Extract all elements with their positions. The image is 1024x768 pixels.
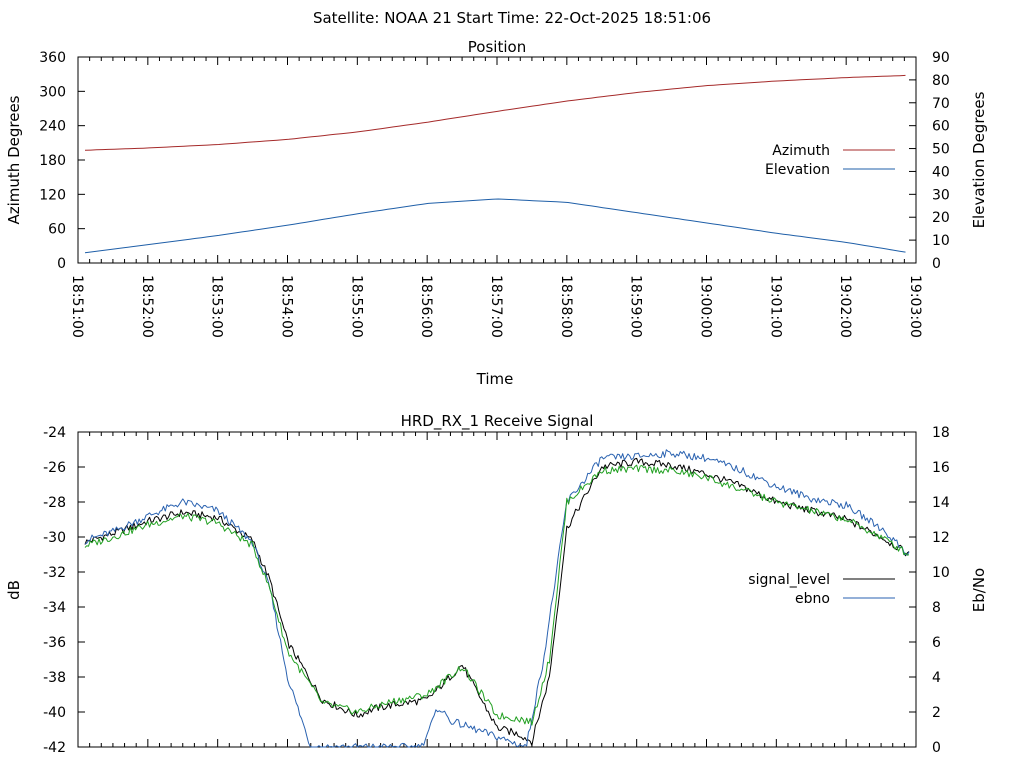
y2-tick-label: 70: [932, 96, 950, 112]
signal-y2-axis-label: Eb/No: [970, 568, 988, 612]
y-tick-label: 180: [39, 153, 66, 169]
x-tick-label: 18:58:00: [558, 275, 574, 338]
x-tick-label: 18:55:00: [348, 275, 364, 338]
y2-tick-label: 14: [932, 495, 950, 511]
y-tick-label: 60: [48, 222, 66, 238]
y2-tick-label: 60: [932, 119, 950, 135]
y2-tick-label: 16: [932, 460, 950, 476]
x-tick-label: 19:03:00: [907, 275, 923, 338]
y2-tick-label: 80: [932, 73, 950, 89]
x-tick-label: 19:01:00: [767, 275, 783, 338]
position-y2-axis-label: Elevation Degrees: [970, 91, 988, 228]
y2-tick-label: 2: [932, 705, 941, 721]
series-line-unlabeled: [84, 464, 910, 726]
y-tick-label: -26: [43, 460, 66, 476]
signal-chart-title: HRD_RX_1 Receive Signal: [401, 412, 594, 431]
y-tick-label: -24: [43, 425, 66, 441]
position-y-axis-label: Azimuth Degrees: [5, 95, 23, 224]
y-tick-label: -36: [43, 635, 66, 651]
signal-y-axis-label: dB: [5, 580, 23, 600]
series-line-Azimuth: [84, 74, 906, 151]
y-tick-label: -40: [43, 705, 66, 721]
y2-tick-label: 18: [932, 425, 950, 441]
position-x-axis-label: Time: [476, 370, 514, 388]
y2-tick-label: 12: [932, 530, 950, 546]
x-tick-label: 18:51:00: [69, 275, 85, 338]
y-tick-label: 0: [57, 256, 66, 272]
y-tick-label: -30: [43, 530, 66, 546]
y2-tick-label: 0: [932, 256, 941, 272]
y2-tick-label: 30: [932, 187, 950, 203]
series-line-signal_level: [84, 457, 910, 746]
legend-label: ebno: [795, 591, 830, 607]
y2-tick-label: 40: [932, 164, 950, 180]
y2-tick-label: 90: [932, 50, 950, 66]
y-tick-label: 120: [39, 187, 66, 203]
y-tick-label: -34: [43, 600, 66, 616]
x-tick-label: 19:00:00: [698, 275, 714, 338]
legend-label: Azimuth: [772, 143, 830, 159]
x-tick-label: 18:54:00: [279, 275, 295, 338]
y2-tick-label: 4: [932, 670, 941, 686]
y2-tick-label: 50: [932, 142, 950, 158]
x-tick-label: 19:02:00: [837, 275, 853, 338]
y2-tick-label: 10: [932, 565, 950, 581]
series-line-Elevation: [84, 198, 906, 254]
y2-tick-label: 6: [932, 635, 941, 651]
x-tick-label: 18:56:00: [418, 275, 434, 338]
position-plot-frame: [77, 56, 917, 264]
y-tick-label: 360: [39, 50, 66, 66]
legend-label: signal_level: [748, 572, 830, 588]
signal-plot-frame: [77, 431, 917, 748]
y-tick-label: 300: [39, 84, 66, 100]
y-tick-label: -32: [43, 565, 66, 581]
y2-tick-label: 10: [932, 233, 950, 249]
position-chart: Position 0 60 120 180 240 300 360 0 10 20 30 40 50 60…: [5, 38, 988, 388]
y2-tick-label: 8: [932, 600, 941, 616]
x-tick-label: 18:59:00: [628, 275, 644, 338]
receive-signal-chart: HRD_RX_1 Receive Signal -42 -40 -38 -36 -34 -…: [5, 412, 988, 756]
x-tick-label: 18:53:00: [209, 275, 225, 338]
legend-label: Elevation: [765, 162, 830, 178]
position-legend: Azimuth Elevation: [765, 143, 895, 178]
position-chart-title: Position: [468, 38, 526, 56]
y-tick-label: -38: [43, 670, 66, 686]
y-tick-label: -42: [43, 740, 66, 756]
y2-tick-label: 20: [932, 210, 950, 226]
series-line-ebno: [84, 449, 910, 748]
y2-tick-label: 0: [932, 740, 941, 756]
x-tick-label: 18:57:00: [488, 275, 504, 338]
x-tick-label: 18:52:00: [139, 275, 155, 338]
y-tick-label: -28: [43, 495, 66, 511]
header-title: Satellite: NOAA 21 Start Time: 22-Oct-20…: [313, 9, 711, 27]
y-tick-label: 240: [39, 119, 66, 135]
